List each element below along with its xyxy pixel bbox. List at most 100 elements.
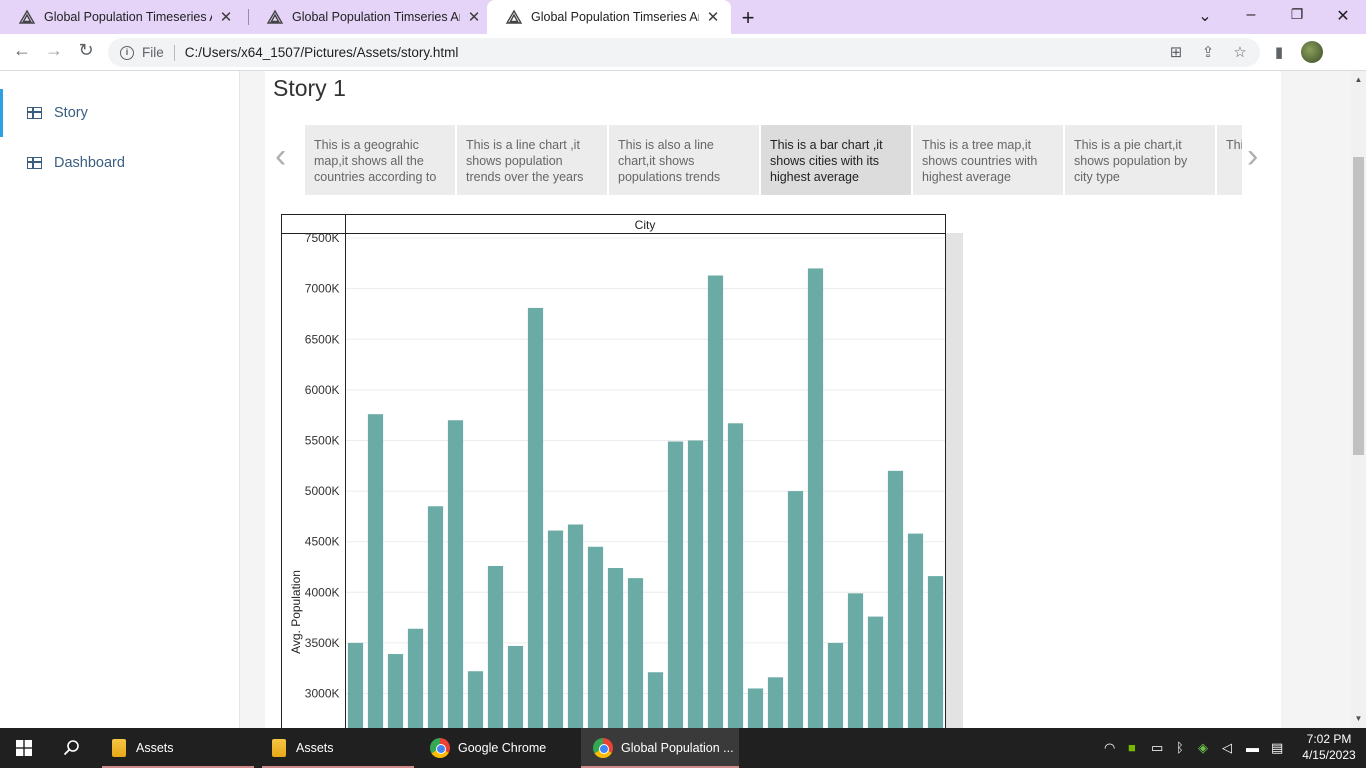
chart-header-label: City (635, 218, 656, 232)
bar[interactable] (847, 593, 864, 728)
bar[interactable] (867, 616, 884, 728)
taskbar-item-global-population[interactable]: Global Population ... (581, 728, 739, 768)
scroll-thumb[interactable] (1353, 157, 1364, 455)
volume-icon[interactable]: ◁ (1222, 740, 1232, 755)
page-scrollbar[interactable]: ▲ ▼ (1351, 71, 1366, 728)
chart-scroll-track[interactable] (945, 233, 963, 728)
share-icon[interactable]: ⇪ (1201, 44, 1215, 61)
page-viewport: Story Dashboard Story 1 ‹ This is a geog… (0, 71, 1366, 728)
sidebar-item-story[interactable]: Story (0, 89, 240, 137)
bar[interactable] (727, 423, 744, 728)
bar[interactable] (927, 576, 944, 728)
taskbar-item-label: Assets (296, 741, 334, 755)
taskbar-item-google-chrome[interactable]: Google Chrome (422, 728, 576, 768)
close-window-icon[interactable]: ✕ (1336, 8, 1350, 25)
bar[interactable] (367, 414, 384, 728)
story-prev-icon[interactable]: ‹ (275, 137, 287, 175)
restore-icon[interactable]: ❐ (1290, 6, 1304, 22)
bar[interactable] (647, 672, 664, 728)
notification-icon[interactable]: ▤ (1271, 740, 1284, 755)
bar[interactable] (747, 688, 764, 728)
close-icon[interactable]: ✕ (706, 9, 720, 26)
security-icon[interactable]: ◈ (1198, 740, 1208, 755)
side-panel-icon[interactable]: ▮ (1274, 44, 1284, 61)
bar[interactable] (527, 307, 544, 728)
taskbar-item-label: Google Chrome (458, 741, 547, 755)
scroll-down-icon[interactable]: ▼ (1354, 714, 1363, 723)
chart-header (345, 214, 946, 234)
story-point[interactable]: This is also a line chart,it shows popul… (609, 125, 759, 195)
bar[interactable] (887, 470, 904, 728)
bar[interactable] (767, 677, 784, 728)
tableau-logo-icon (505, 9, 523, 24)
folder-icon (272, 739, 286, 757)
windows-taskbar: Assets Assets Google Chrome Global Popul… (0, 728, 1366, 768)
taskbar-item-label: Assets (136, 741, 174, 755)
browser-tab-3-active[interactable]: Global Population Timseries Anal ✕ (487, 0, 731, 34)
bar[interactable] (907, 533, 924, 728)
bar[interactable] (787, 491, 804, 728)
taskbar-running-indicator (581, 766, 739, 768)
bar[interactable] (707, 275, 724, 728)
bluetooth-icon[interactable]: ᛒ (1176, 740, 1184, 755)
bar[interactable] (427, 506, 444, 728)
bar[interactable] (827, 642, 844, 728)
story-point[interactable]: This is a line chart ,it shows populatio… (457, 125, 607, 195)
close-icon[interactable]: ✕ (219, 9, 233, 26)
taskbar-running-indicator (102, 766, 254, 768)
address-url[interactable]: C:/Users/x64_1507/Pictures/Assets/story.… (184, 45, 459, 60)
bar[interactable] (387, 654, 404, 728)
tab-search-icon[interactable]: ⌄ (1198, 8, 1212, 25)
bar[interactable] (447, 420, 464, 728)
taskbar-item-label: Global Population ... (621, 741, 734, 755)
wifi-icon[interactable]: ◠ (1104, 740, 1116, 755)
forward-icon[interactable]: → (45, 40, 63, 60)
tab-title: Global Population Timseries Anal (531, 10, 699, 24)
bar[interactable] (667, 441, 684, 728)
bar[interactable] (687, 440, 704, 728)
story-point[interactable]: This is a geograhic map,it shows all the… (305, 125, 455, 195)
scroll-up-icon[interactable]: ▲ (1354, 75, 1363, 84)
bar[interactable] (547, 530, 564, 728)
profile-avatar[interactable] (1301, 41, 1323, 63)
bar[interactable] (567, 524, 584, 728)
story-point-active[interactable]: This is a bar chart ,it shows cities wit… (761, 125, 911, 195)
taskbar-clock[interactable]: 7:02 PM 4/15/2023 (1296, 731, 1362, 763)
bookmark-star-icon[interactable]: ☆ (1233, 44, 1247, 61)
clock-date: 4/15/2023 (1302, 748, 1356, 762)
minimize-icon[interactable]: – (1246, 6, 1256, 23)
bar[interactable] (407, 628, 424, 728)
story-point[interactable]: This is a pie chart,it shows population … (1065, 125, 1215, 195)
story-point[interactable]: This is a tree map,it shows countries wi… (913, 125, 1063, 195)
translate-icon[interactable]: ⊞ (1169, 44, 1183, 61)
browser-tab-2[interactable]: Global Population Timseries Anal ✕ (248, 0, 492, 34)
sheet-grid-icon (27, 157, 42, 169)
bar[interactable] (587, 546, 604, 728)
browser-tab-1[interactable]: Global Population Timeseries Ana ✕ (0, 0, 244, 34)
story-next-icon[interactable]: › (1247, 137, 1259, 175)
y-tick-label: 5500K (305, 433, 340, 447)
address-bar[interactable]: i File C:/Users/x64_1507/Pictures/Assets… (108, 38, 1260, 67)
bar[interactable] (607, 568, 624, 728)
taskbar-item-assets-2[interactable]: Assets (262, 728, 414, 768)
story-point[interactable]: This is exp pop (1217, 125, 1242, 195)
info-icon[interactable]: i (120, 45, 134, 60)
bar[interactable] (627, 578, 644, 728)
battery-icon[interactable]: ▬ (1246, 740, 1259, 755)
bar[interactable] (507, 645, 524, 728)
new-tab-icon[interactable]: + (741, 5, 755, 30)
keyboard-icon[interactable]: ▭ (1151, 740, 1164, 755)
tab-divider (248, 9, 249, 25)
bar[interactable] (807, 268, 824, 728)
nvidia-icon[interactable]: ■ (1128, 740, 1136, 755)
taskbar-item-assets-1[interactable]: Assets (102, 728, 254, 768)
sidebar-item-dashboard[interactable]: Dashboard (0, 139, 240, 187)
back-icon[interactable]: ← (13, 40, 31, 60)
reload-icon[interactable]: ↻ (78, 40, 94, 60)
close-icon[interactable]: ✕ (467, 9, 481, 26)
search-icon[interactable] (63, 739, 81, 757)
bar[interactable] (347, 642, 364, 728)
bar[interactable] (467, 671, 484, 728)
windows-start-icon[interactable] (16, 740, 32, 756)
bar[interactable] (487, 565, 504, 728)
